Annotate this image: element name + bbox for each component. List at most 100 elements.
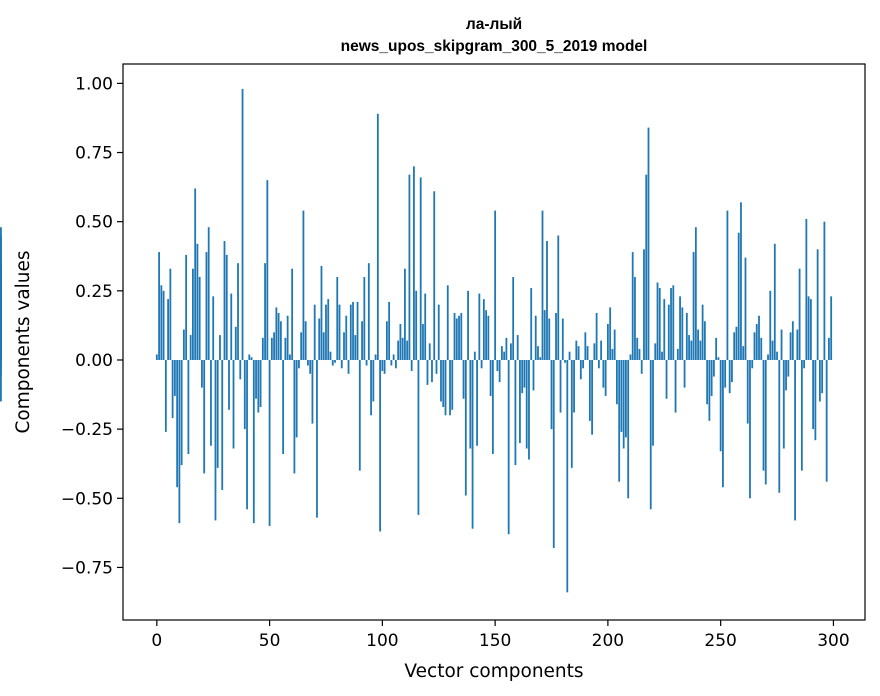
bar [661, 351, 663, 360]
bar [367, 263, 370, 360]
bar [699, 340, 702, 360]
bar [573, 359, 575, 413]
bar [171, 359, 174, 419]
bar [719, 359, 722, 452]
bar [805, 218, 808, 360]
bar [313, 304, 316, 360]
bar [0, 359, 2, 366]
bar [340, 359, 343, 369]
bar [370, 359, 372, 416]
bar [424, 293, 427, 360]
bar [602, 359, 605, 388]
bar [769, 290, 772, 360]
bar [279, 321, 282, 360]
bar [717, 357, 720, 360]
x-tick-label: 250 [704, 631, 736, 651]
bar [609, 307, 612, 360]
bar [302, 210, 305, 360]
bar [519, 359, 521, 443]
bar [261, 337, 264, 360]
bar [830, 296, 833, 360]
bar [543, 310, 546, 360]
bar [455, 318, 458, 360]
bar [496, 359, 499, 372]
bar [618, 359, 621, 482]
chart-title: ла-лый [466, 16, 522, 33]
bar [767, 354, 769, 360]
bar [814, 359, 817, 441]
bar [482, 299, 485, 360]
bar [433, 191, 436, 360]
bar [828, 337, 830, 360]
bar [548, 318, 551, 360]
bar [555, 312, 557, 360]
bar [733, 332, 736, 360]
bar [347, 359, 350, 374]
bar [539, 357, 542, 360]
bar [379, 359, 381, 532]
bar [194, 188, 197, 360]
bar [476, 359, 478, 446]
bar [616, 359, 618, 405]
bar [225, 254, 228, 360]
bar [451, 359, 454, 410]
bar [787, 359, 790, 377]
bar [189, 335, 192, 360]
bar [426, 359, 429, 385]
bar [178, 359, 181, 524]
bar [636, 337, 639, 360]
bar [221, 359, 224, 490]
bar [782, 359, 785, 449]
bar [652, 359, 654, 446]
bar [597, 359, 600, 369]
bar [665, 359, 668, 399]
bar [444, 359, 447, 416]
bar [751, 359, 754, 369]
bar [210, 359, 212, 446]
bar [192, 268, 194, 360]
bar [512, 277, 515, 360]
bar [586, 346, 589, 360]
bar [390, 359, 393, 366]
bar [764, 359, 767, 485]
bar [742, 346, 745, 360]
bar [277, 312, 280, 360]
bar [467, 290, 469, 360]
bar [708, 359, 711, 421]
bar [794, 359, 796, 521]
bar [672, 285, 675, 360]
bar [176, 359, 179, 488]
bar [789, 332, 792, 360]
bar [516, 335, 519, 360]
x-tick-label: 100 [366, 631, 398, 651]
bar [582, 359, 584, 369]
bar [715, 337, 718, 360]
bar [600, 340, 603, 360]
plot-area-frame [122, 63, 866, 621]
bar [406, 340, 409, 360]
bar [252, 359, 255, 524]
bar [241, 88, 244, 360]
bar [198, 277, 201, 360]
bar [413, 166, 415, 360]
bar [392, 354, 395, 360]
bar [575, 340, 578, 360]
bar [431, 359, 433, 383]
bar [230, 293, 233, 360]
bar [250, 357, 253, 360]
bar [273, 332, 275, 360]
bar [694, 227, 697, 360]
bar [182, 329, 185, 360]
bar [440, 359, 442, 402]
y-tick-label: 0.25 [75, 282, 113, 302]
bar [771, 340, 774, 360]
bar [780, 329, 783, 360]
bar [234, 326, 237, 360]
bar [173, 359, 176, 396]
bar [613, 329, 616, 360]
bar [579, 359, 582, 380]
bar [744, 257, 747, 360]
bar [749, 359, 751, 499]
